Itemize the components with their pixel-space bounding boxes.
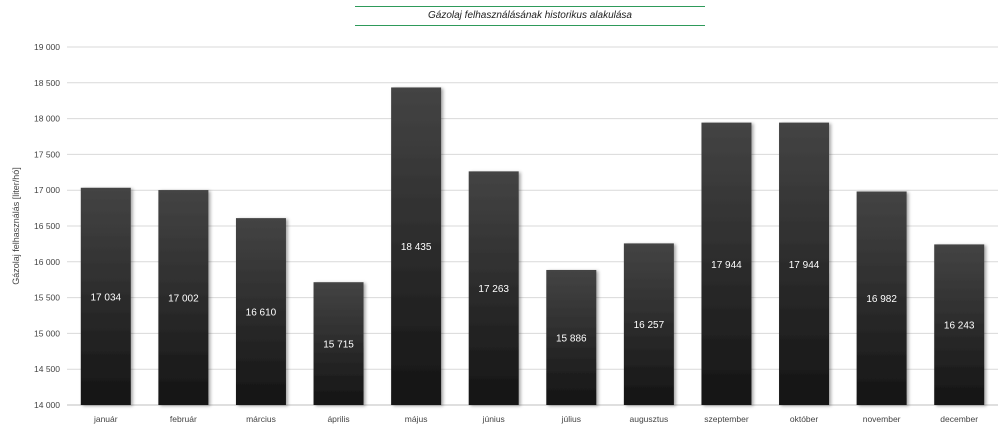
y-tick-label: 18 500 <box>34 78 60 88</box>
gridlines <box>67 46 998 406</box>
data-label: 15 715 <box>323 340 354 351</box>
bar-április <box>313 282 364 405</box>
y-tick-label: 17 000 <box>34 185 60 195</box>
data-label: 17 944 <box>711 260 742 271</box>
data-label: 16 257 <box>634 320 665 331</box>
x-tick-label: február <box>170 414 197 424</box>
x-tick-label: április <box>327 414 349 424</box>
y-tick-label: 16 500 <box>34 221 60 231</box>
x-tick-label: december <box>940 414 978 424</box>
bar-augusztus <box>623 243 674 405</box>
bars: 17 034 17 002 16 610 15 715 18 435 17 263 15 8… <box>80 87 985 406</box>
data-label: 15 886 <box>556 333 587 344</box>
y-tick-label: 14 500 <box>34 364 60 374</box>
data-label: 18 435 <box>401 242 432 253</box>
bar-március <box>235 218 286 405</box>
y-tick-label: 19 000 <box>34 42 60 52</box>
x-tick-label: március <box>246 414 276 424</box>
y-axis-label: Gázolaj felhasználás [liter/hó] <box>11 167 21 285</box>
x-tick-label: november <box>863 414 901 424</box>
bar-január <box>80 187 131 405</box>
bar-július <box>546 269 597 405</box>
data-label: 17 034 <box>90 292 121 303</box>
y-tick-label: 15 000 <box>34 328 60 338</box>
y-tick-label: 18 000 <box>34 114 60 124</box>
x-tick-label: július <box>561 414 581 424</box>
data-label: 17 263 <box>478 284 509 295</box>
x-tick-label: szeptember <box>704 414 749 424</box>
bar-december <box>934 244 985 405</box>
x-tick-label: június <box>482 414 505 424</box>
y-tick-label: 15 500 <box>34 293 60 303</box>
data-label: 17 944 <box>789 260 820 271</box>
y-tick-label: 16 000 <box>34 257 60 267</box>
data-label: 16 243 <box>944 321 975 332</box>
bar-november <box>856 191 907 405</box>
bar-október <box>779 122 830 406</box>
data-label: 16 982 <box>866 294 897 305</box>
y-tick-label: 14 000 <box>34 400 60 410</box>
data-label: 17 002 <box>168 294 199 305</box>
x-tick-label: január <box>93 414 118 424</box>
bar-május <box>391 87 442 405</box>
x-tick-label: augusztus <box>630 414 669 424</box>
data-label: 16 610 <box>246 308 277 319</box>
chart-title: Gázolaj felhasználásának historikus alak… <box>355 6 705 26</box>
y-tick-label: 17 500 <box>34 149 60 159</box>
x-tick-label: május <box>405 414 428 424</box>
x-tick-label: október <box>790 414 819 424</box>
bar-szeptember <box>701 122 752 406</box>
y-axis-ticks: 14 000 14 500 15 000 15 500 16 000 16 500 17 0… <box>34 42 60 410</box>
bar-február <box>158 190 209 405</box>
x-axis-ticks: január február március április május június jú… <box>93 414 978 424</box>
bar-június <box>468 171 519 405</box>
